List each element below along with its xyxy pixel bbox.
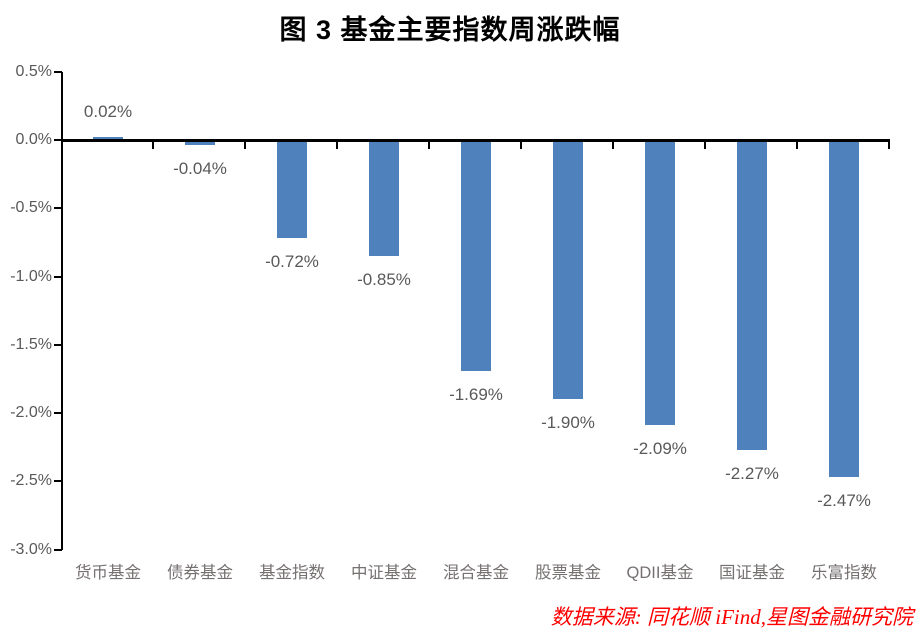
y-axis-tick bbox=[54, 139, 62, 141]
category-label: 国证基金 bbox=[719, 564, 785, 582]
y-tick-label: -2.0% bbox=[10, 404, 52, 422]
x-axis-tick bbox=[244, 141, 246, 149]
y-tick-label: -3.0% bbox=[10, 540, 52, 558]
data-source-note: 数据来源: 同花顺 iFind,星图金融研究院 bbox=[550, 605, 913, 629]
y-axis-tick bbox=[54, 412, 62, 415]
bar-value-label: -2.09% bbox=[633, 439, 687, 459]
x-axis-tick bbox=[888, 141, 890, 149]
x-axis-tick bbox=[704, 141, 706, 149]
category-label: 股票基金 bbox=[535, 564, 601, 582]
bar bbox=[645, 140, 675, 426]
category-label: 货币基金 bbox=[75, 564, 141, 582]
y-tick-label: 0.0% bbox=[15, 131, 52, 148]
x-axis-tick bbox=[796, 141, 798, 149]
y-tick-label: -1.0% bbox=[10, 267, 52, 285]
category-label: 基金指数 bbox=[259, 564, 325, 582]
y-axis-tick bbox=[54, 480, 62, 483]
bar bbox=[553, 140, 583, 400]
bar bbox=[277, 140, 307, 239]
category-label: 债券基金 bbox=[167, 564, 233, 582]
y-axis-line bbox=[61, 71, 63, 550]
y-tick-label: -1.5% bbox=[10, 335, 52, 353]
category-label: 混合基金 bbox=[443, 564, 509, 582]
bar-value-label: -0.72% bbox=[265, 252, 319, 272]
x-axis-tick bbox=[152, 141, 154, 149]
bar-value-label: -1.90% bbox=[541, 413, 595, 433]
x-axis-tick bbox=[612, 141, 614, 149]
bar-value-label: -0.85% bbox=[357, 270, 411, 290]
y-axis-tick bbox=[54, 275, 62, 278]
bar-value-label: -2.27% bbox=[725, 464, 779, 483]
bar-value-label: -0.04% bbox=[173, 159, 227, 179]
category-label: 中证基金 bbox=[351, 564, 417, 582]
x-axis-zero-line bbox=[61, 138, 890, 142]
bar bbox=[185, 140, 215, 146]
category-label: QDII基金 bbox=[626, 564, 694, 582]
bar bbox=[369, 140, 399, 257]
bar bbox=[737, 140, 767, 450]
bar-value-label: -1.69% bbox=[449, 384, 503, 404]
category-label: 乐富指数 bbox=[811, 564, 877, 582]
x-axis-tick bbox=[520, 141, 522, 149]
y-axis-tick bbox=[54, 343, 62, 346]
y-axis-tick bbox=[54, 207, 62, 210]
bar-value-label: 0.02% bbox=[83, 102, 133, 122]
chart-title: 图 3 基金主要指数周涨跌幅 bbox=[279, 15, 621, 45]
x-axis-tick bbox=[336, 141, 338, 149]
bar-value-label: -2.47% bbox=[817, 491, 871, 511]
bar bbox=[461, 140, 491, 371]
y-tick-label: 0.5% bbox=[15, 62, 52, 80]
y-axis-tick bbox=[54, 548, 62, 551]
y-axis-tick bbox=[54, 70, 62, 73]
y-tick-label: -2.5% bbox=[10, 472, 52, 490]
y-tick-label: -0.5% bbox=[10, 199, 52, 217]
x-axis-tick bbox=[428, 141, 430, 149]
bar bbox=[829, 140, 859, 478]
